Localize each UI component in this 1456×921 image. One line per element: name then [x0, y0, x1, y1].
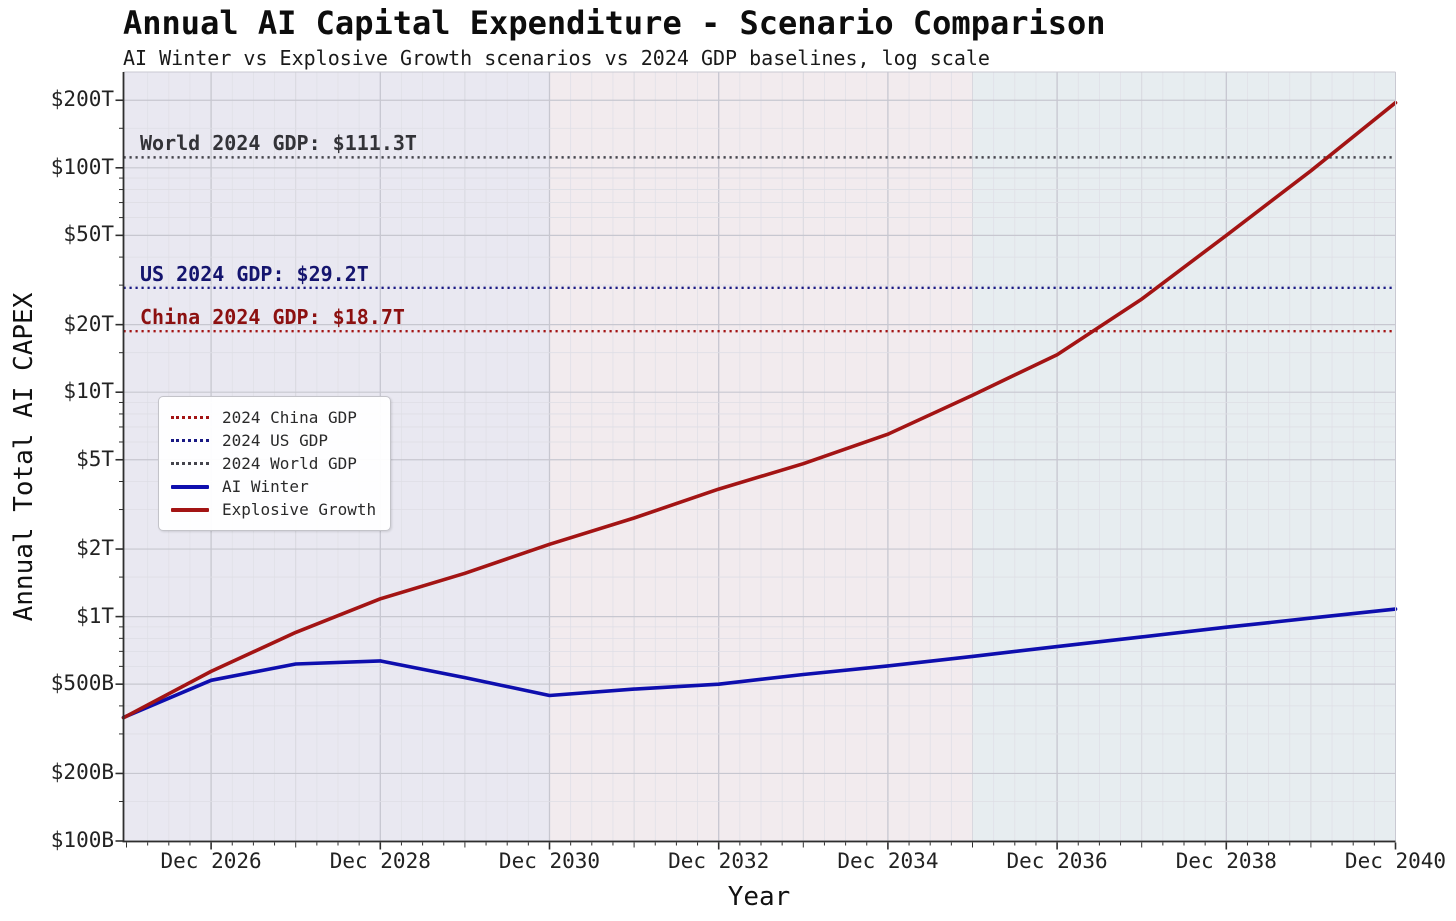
legend-swatch-dotted-china [171, 416, 209, 419]
y-tick-label: $100B [50, 828, 114, 852]
legend-label: AI Winter [222, 477, 309, 496]
y-tick-label: $2T [76, 536, 114, 561]
legend-item-explosive-growth: Explosive Growth [171, 498, 376, 521]
x-tick-label: Dec 2038 [1175, 849, 1277, 873]
x-tick-label: Dec 2034 [837, 849, 939, 873]
series-line-ai-winter [121, 607, 1398, 720]
y-tick-label: $50T [63, 222, 114, 247]
legend-swatch-dotted-us [171, 439, 209, 442]
annotation-china-gdp: China 2024 GDP: $18.7T [140, 305, 405, 330]
legend: 2024 China GDP 2024 US GDP 2024 World GD… [158, 396, 392, 531]
y-tick-label: $100T [50, 154, 114, 179]
y-tick-label: $10T [63, 379, 114, 404]
x-tick-label: Dec 2026 [160, 849, 262, 873]
legend-label: 2024 US GDP [222, 431, 328, 450]
y-tick-label: $500B [50, 671, 114, 696]
x-axis-title: Year [727, 882, 791, 912]
x-tick-label: Dec 2028 [329, 849, 431, 873]
legend-item-us-gdp: 2024 US GDP [171, 429, 376, 452]
series-line-explosive-growth [121, 100, 1398, 720]
x-tick-label: Dec 2030 [498, 849, 601, 873]
legend-item-world-gdp: 2024 World GDP [171, 452, 376, 475]
y-tick-label: $5T [76, 446, 114, 471]
y-tick-label: $1T [76, 603, 114, 628]
legend-item-china-gdp: 2024 China GDP [171, 406, 376, 429]
legend-label: 2024 China GDP [222, 408, 357, 427]
annotation-us-gdp: US 2024 GDP: $29.2T [140, 261, 369, 286]
y-tick-label: $200T [50, 87, 114, 112]
x-tick-label: Dec 2040 [1344, 849, 1447, 873]
x-tick-label: Dec 2032 [668, 849, 770, 873]
annotation-world-gdp: World 2024 GDP: $111.3T [140, 131, 417, 156]
legend-label: 2024 World GDP [222, 454, 357, 473]
x-tick-label: Dec 2036 [1006, 849, 1108, 873]
chart-subtitle: AI Winter vs Explosive Growth scenarios … [123, 46, 990, 70]
y-tick-label: $200B [50, 760, 114, 785]
legend-swatch-dotted-world [171, 462, 209, 465]
legend-swatch-solid-ai-winter [171, 484, 209, 489]
chart-title: Annual AI Capital Expenditure - Scenario… [123, 4, 1106, 42]
legend-item-ai-winter: AI Winter [171, 475, 376, 498]
legend-swatch-solid-explosive [171, 507, 209, 512]
y-tick-label: $20T [63, 311, 114, 336]
legend-label: Explosive Growth [222, 500, 377, 519]
